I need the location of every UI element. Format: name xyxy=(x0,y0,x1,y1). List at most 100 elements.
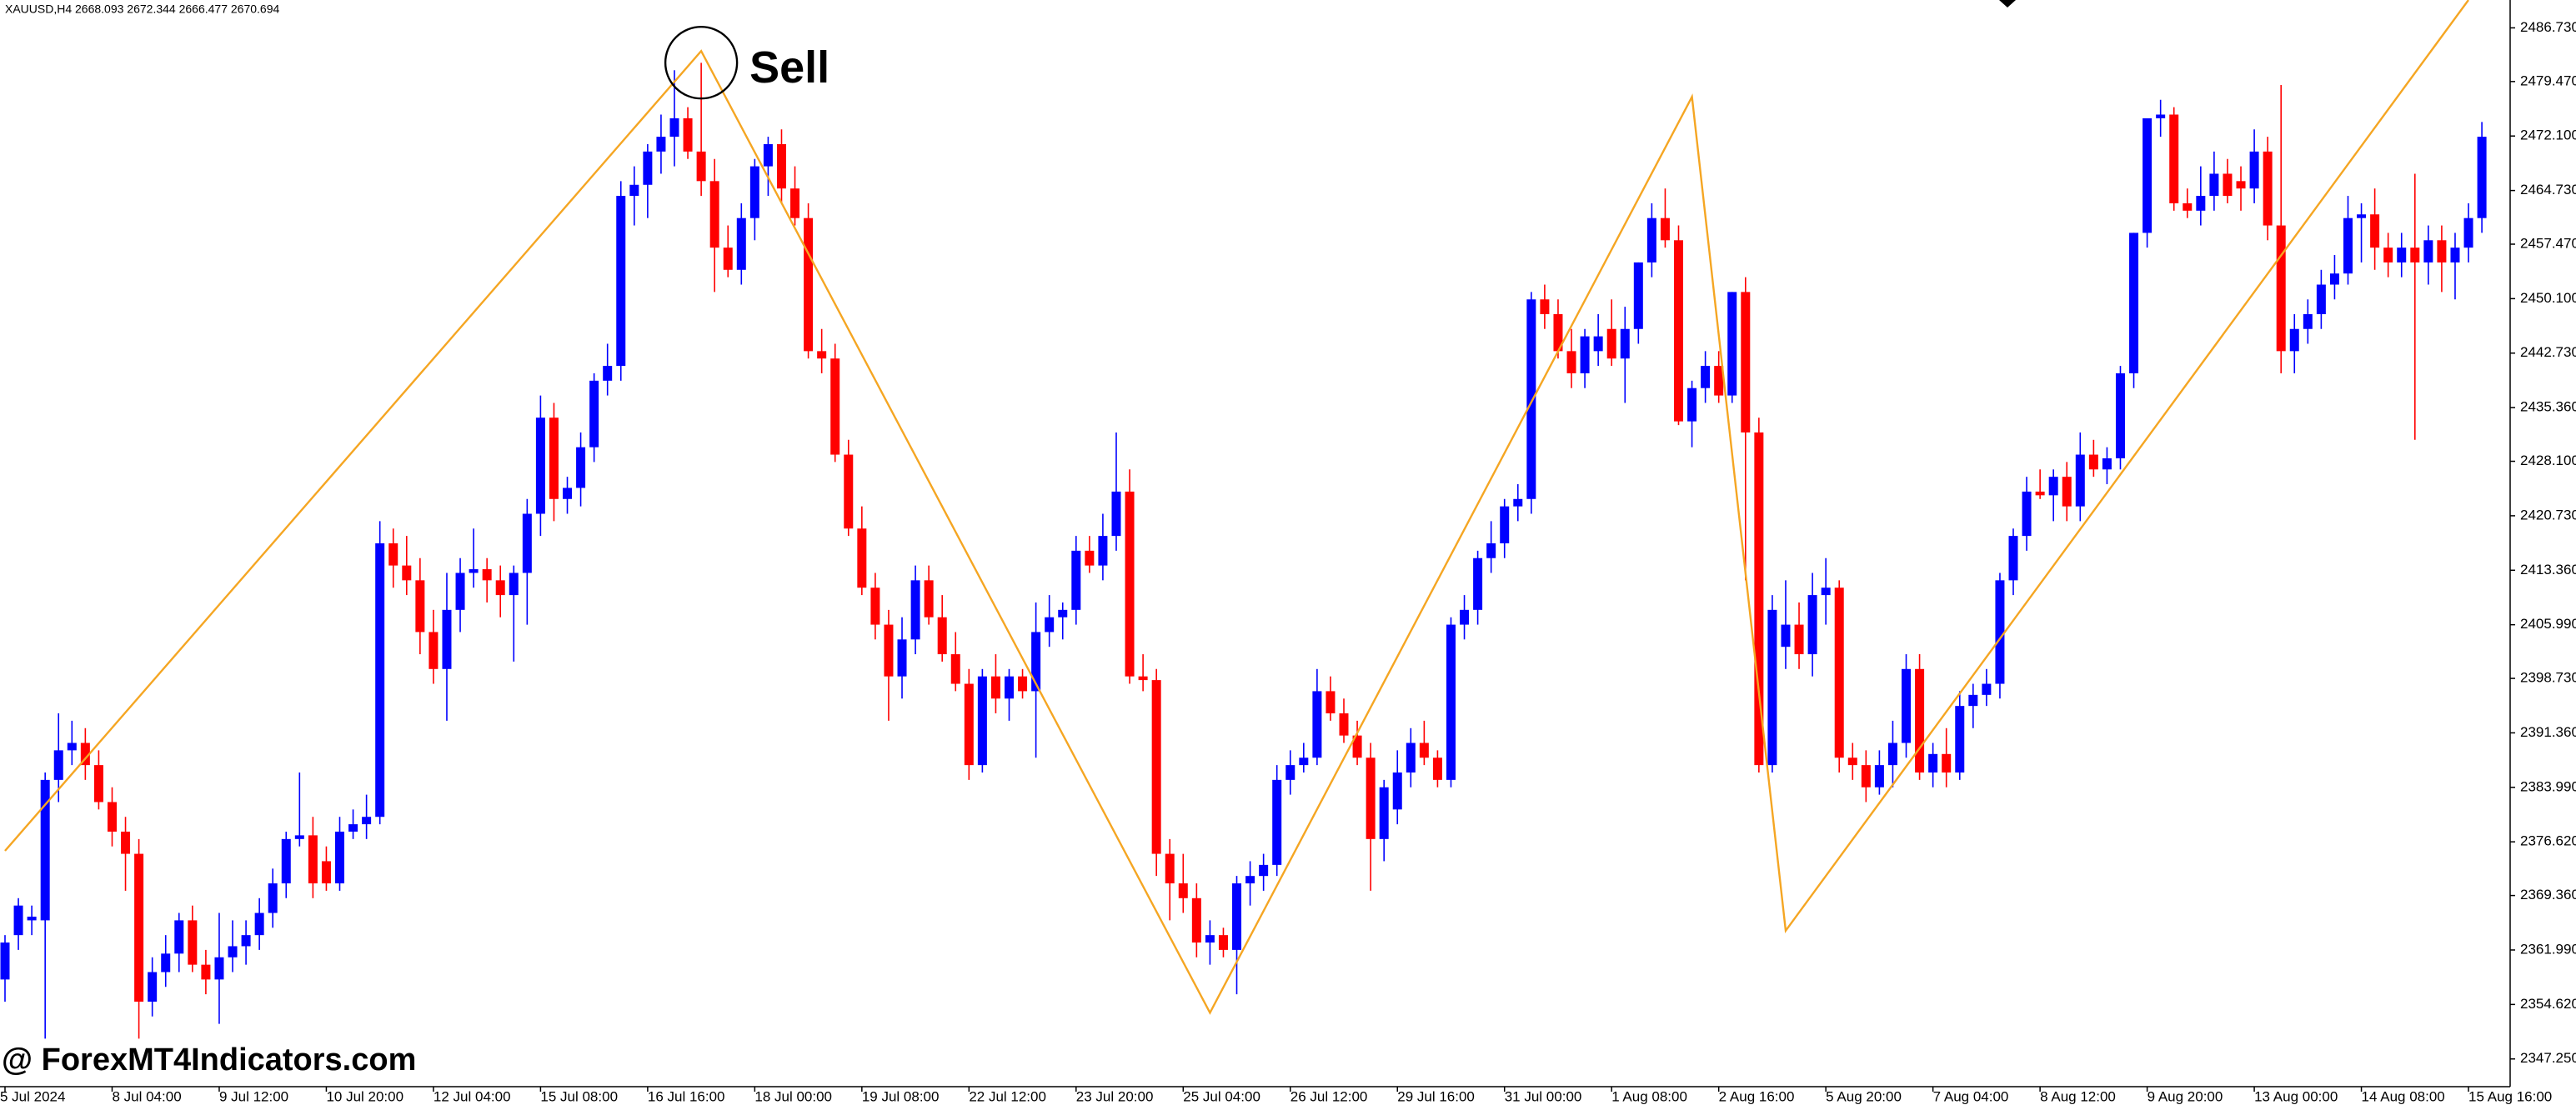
candle-body xyxy=(2209,173,2219,197)
candle-body xyxy=(643,151,653,185)
y-tick-label: 2369.360 xyxy=(2520,887,2576,902)
candle-body xyxy=(174,920,184,954)
candle-body xyxy=(1553,314,1563,352)
y-tick-label: 2391.360 xyxy=(2520,724,2576,740)
candle-body xyxy=(2370,214,2380,248)
candle-body xyxy=(804,218,814,352)
candle-body xyxy=(121,831,131,854)
candle-body xyxy=(897,639,907,677)
candle-body xyxy=(1031,632,1041,692)
candle-body xyxy=(2115,372,2125,458)
x-tick-label: 23 Jul 20:00 xyxy=(1076,1088,1154,1104)
candle-body xyxy=(1781,624,1791,648)
candle-body xyxy=(455,572,465,610)
y-tick-label: 2457.470 xyxy=(2520,235,2576,251)
candle-body xyxy=(134,853,144,1002)
x-tick-label: 26 Jul 12:00 xyxy=(1291,1088,1368,1104)
zigzag-line xyxy=(4,0,2469,1015)
candle-body xyxy=(1687,388,1697,422)
candle-body xyxy=(1406,742,1416,772)
x-tick-label: 22 Jul 12:00 xyxy=(969,1088,1046,1104)
x-tick-label: 2 Aug 16:00 xyxy=(1719,1088,1795,1104)
candle-body xyxy=(2463,218,2473,248)
candle-body xyxy=(2008,536,2018,581)
candle-body xyxy=(1794,624,1804,655)
candle-body xyxy=(1272,779,1282,865)
candle-body xyxy=(1339,713,1349,736)
candle-body xyxy=(2316,284,2326,315)
candle-body xyxy=(709,181,719,248)
y-tick-label: 2435.360 xyxy=(2520,399,2576,415)
candle-body xyxy=(2129,232,2139,373)
candle-body xyxy=(2410,248,2420,262)
y-tick-label: 2347.250 xyxy=(2520,1050,2576,1066)
y-tick-label: 2383.990 xyxy=(2520,778,2576,794)
candle-body xyxy=(535,418,545,514)
candle-body xyxy=(1446,624,1456,780)
candle-body xyxy=(2223,173,2233,197)
candle-body xyxy=(2156,114,2166,118)
candle-body xyxy=(2397,248,2407,262)
candle-body xyxy=(1232,883,1242,950)
candle-body xyxy=(1727,292,1737,396)
x-tick-label: 15 Jul 08:00 xyxy=(540,1088,618,1104)
candle-body xyxy=(696,151,706,182)
candle-body xyxy=(362,817,372,825)
candle-body xyxy=(964,683,974,766)
candle-body xyxy=(67,742,77,751)
candle-body xyxy=(830,358,840,455)
candle-body xyxy=(308,835,318,884)
candle-body xyxy=(321,861,331,884)
candle-body xyxy=(2236,181,2246,189)
candle-body xyxy=(1902,668,1912,743)
candle-body xyxy=(2329,273,2339,285)
candle-body xyxy=(2062,477,2072,507)
candle-body xyxy=(1138,676,1148,681)
candle-body xyxy=(1071,550,1081,610)
candle-body xyxy=(656,137,666,152)
candle-body xyxy=(1834,588,1844,758)
candle-body xyxy=(1606,328,1616,359)
candle-body xyxy=(107,802,117,832)
candle-body xyxy=(2075,454,2085,507)
candle-body xyxy=(522,513,532,573)
candle-body xyxy=(2437,240,2447,262)
candle-body xyxy=(910,580,920,640)
candle-body xyxy=(1018,676,1028,692)
candle-body xyxy=(1660,218,1670,241)
candle-body xyxy=(1178,883,1188,898)
candle-body xyxy=(763,143,773,167)
candle-body xyxy=(1714,366,1724,396)
candle-body xyxy=(723,248,733,270)
x-tick-label: 5 Aug 20:00 xyxy=(1826,1088,1902,1104)
candle-body xyxy=(93,765,103,802)
candle-body xyxy=(1460,609,1470,625)
candle-body xyxy=(1540,299,1550,315)
candle-body xyxy=(509,572,519,596)
y-tick-label: 2450.100 xyxy=(2520,290,2576,306)
candle-body xyxy=(2289,328,2299,352)
x-tick-label: 14 Aug 08:00 xyxy=(2362,1088,2445,1104)
candle-body xyxy=(442,609,452,669)
candle-body xyxy=(495,580,505,596)
candle-body xyxy=(1205,935,1215,943)
x-tick-label: 9 Jul 12:00 xyxy=(219,1088,288,1104)
candle-body xyxy=(776,143,786,189)
candle-body xyxy=(2357,214,2367,218)
x-tick-label: 31 Jul 00:00 xyxy=(1505,1088,1582,1104)
x-tick-label: 9 Aug 20:00 xyxy=(2148,1088,2223,1104)
y-tick-label: 2413.360 xyxy=(2520,562,2576,578)
candle-body xyxy=(817,351,827,359)
candle-body xyxy=(1245,876,1255,884)
x-tick-label: 10 Jul 20:00 xyxy=(326,1088,403,1104)
candle-body xyxy=(1165,853,1175,884)
y-tick-label: 2479.470 xyxy=(2520,72,2576,88)
y-tick-label: 2354.620 xyxy=(2520,996,2576,1012)
y-tick-label: 2361.990 xyxy=(2520,941,2576,957)
candle-body xyxy=(1620,328,1630,359)
y-tick-label: 2472.100 xyxy=(2520,128,2576,143)
candle-body xyxy=(428,632,439,669)
candle-body xyxy=(13,905,23,936)
